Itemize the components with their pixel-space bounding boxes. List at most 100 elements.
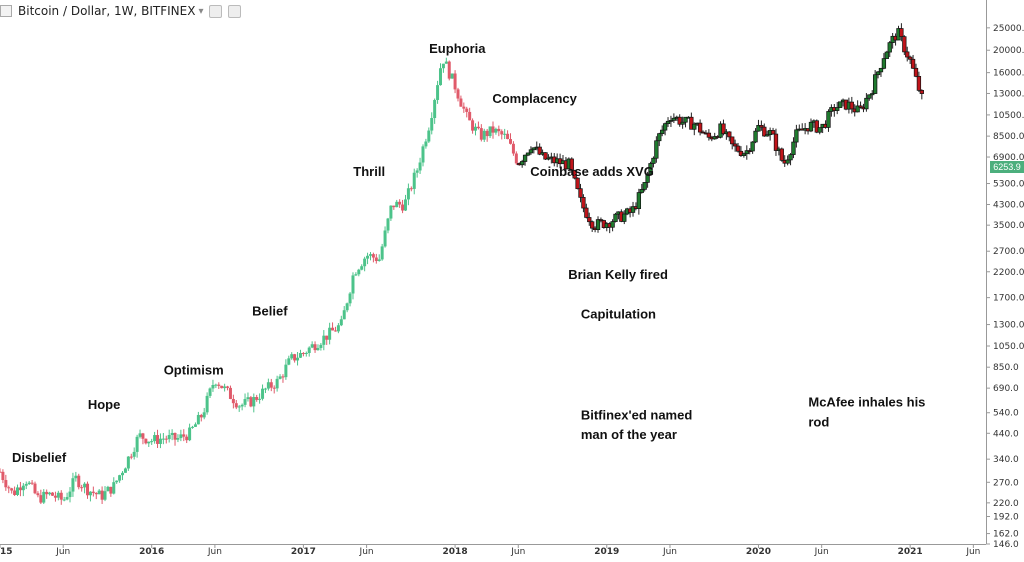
candle-down (491, 126, 495, 133)
candle-up (167, 435, 171, 440)
candle-down (590, 221, 595, 229)
candle-down (514, 153, 518, 164)
candle-down (727, 131, 732, 138)
annotation-label: Euphoria (429, 41, 486, 56)
candle-up (450, 73, 454, 79)
candle-up (363, 258, 367, 267)
y-tick-label: 220.0 (993, 499, 1019, 509)
candle-up (444, 61, 448, 64)
candle-down (409, 188, 413, 190)
candle-up (791, 141, 796, 155)
candle-down (497, 128, 501, 132)
candle-up (345, 303, 349, 311)
candle-up (639, 189, 644, 193)
candle-down (39, 495, 43, 503)
candle-up (855, 105, 860, 113)
candle-up (438, 68, 442, 86)
symbol-title[interactable]: Bitcoin / Dollar, 1W, BITFINEX (18, 4, 196, 18)
x-tick-label: Jun (814, 547, 829, 557)
candle-up (630, 206, 636, 213)
candle-down (453, 73, 457, 90)
candle-down (94, 492, 98, 495)
annotation-label: Complacency (492, 91, 577, 106)
y-tick-label: 192.0 (993, 513, 1019, 523)
x-tick-label: 2021 (898, 547, 923, 557)
close-icon[interactable] (228, 4, 242, 18)
candle-up (651, 157, 656, 164)
candle-down (572, 170, 577, 179)
x-tick-label: 2017 (291, 547, 316, 557)
candle-down (293, 354, 297, 361)
candle-down (456, 89, 460, 99)
candle-down (814, 120, 819, 133)
candle-up (48, 492, 52, 495)
annotation-label: Belief (252, 304, 288, 319)
candle-up (427, 130, 431, 142)
candle-up (83, 483, 87, 488)
candle-down (18, 487, 22, 491)
candle-down (77, 475, 81, 488)
candle-up (112, 482, 116, 494)
candle-up (237, 406, 241, 408)
candle-down (479, 128, 483, 140)
candle-up (138, 433, 142, 437)
annotation-label: Hope (88, 397, 121, 412)
candle-down (144, 438, 148, 444)
chart-type-icon[interactable] (0, 5, 12, 17)
annotation-label: Brian Kelly fired (568, 267, 668, 282)
candle-down (916, 76, 922, 91)
y-tick-label: 2200.0 (993, 268, 1024, 278)
candle-down (173, 432, 177, 440)
candle-down (677, 116, 682, 125)
y-tick-label: 340.0 (993, 455, 1019, 465)
candle-up (103, 491, 107, 500)
candle-down (7, 487, 11, 489)
candle-up (132, 451, 136, 457)
candle-up (864, 97, 869, 110)
candle-up (296, 357, 300, 361)
candle-up (135, 436, 139, 452)
chevron-down-icon[interactable]: ▾ (198, 5, 204, 17)
candle-down (468, 111, 472, 121)
candle-up (278, 376, 282, 379)
candle-down (156, 435, 160, 444)
candle-up (808, 121, 814, 132)
candle-up (223, 386, 227, 389)
candle-down (732, 143, 738, 147)
candle-down (398, 201, 402, 205)
candle-down (109, 486, 113, 494)
candle-down (511, 143, 515, 154)
candle-down (51, 492, 55, 496)
candle-up (147, 441, 151, 444)
y-tick-label: 162.0 (993, 530, 1019, 540)
candle-down (581, 197, 586, 209)
candle-up (744, 150, 749, 155)
candle-up (671, 117, 677, 121)
candle-down (706, 132, 712, 138)
candle-down (569, 158, 574, 171)
candle-up (887, 42, 892, 53)
candle-up (756, 125, 761, 132)
gear-icon[interactable] (209, 4, 223, 18)
y-tick-label: 690.0 (993, 384, 1019, 394)
candle-down (459, 98, 463, 107)
candle-up (872, 74, 878, 94)
candle-down (770, 130, 776, 135)
candle-up (785, 159, 790, 164)
candle-up (482, 130, 486, 140)
candle-up (837, 101, 843, 108)
candle-up (683, 116, 688, 123)
candle-up (610, 221, 615, 228)
candle-up (595, 219, 601, 230)
candle-up (645, 173, 650, 183)
candle-up (412, 172, 416, 189)
candle-down (697, 122, 703, 133)
candle-up (42, 491, 46, 503)
candle-up (115, 480, 119, 483)
candle-up (336, 325, 340, 332)
candle-down (689, 116, 694, 130)
candle-up (196, 414, 200, 425)
candle-down (100, 490, 104, 500)
